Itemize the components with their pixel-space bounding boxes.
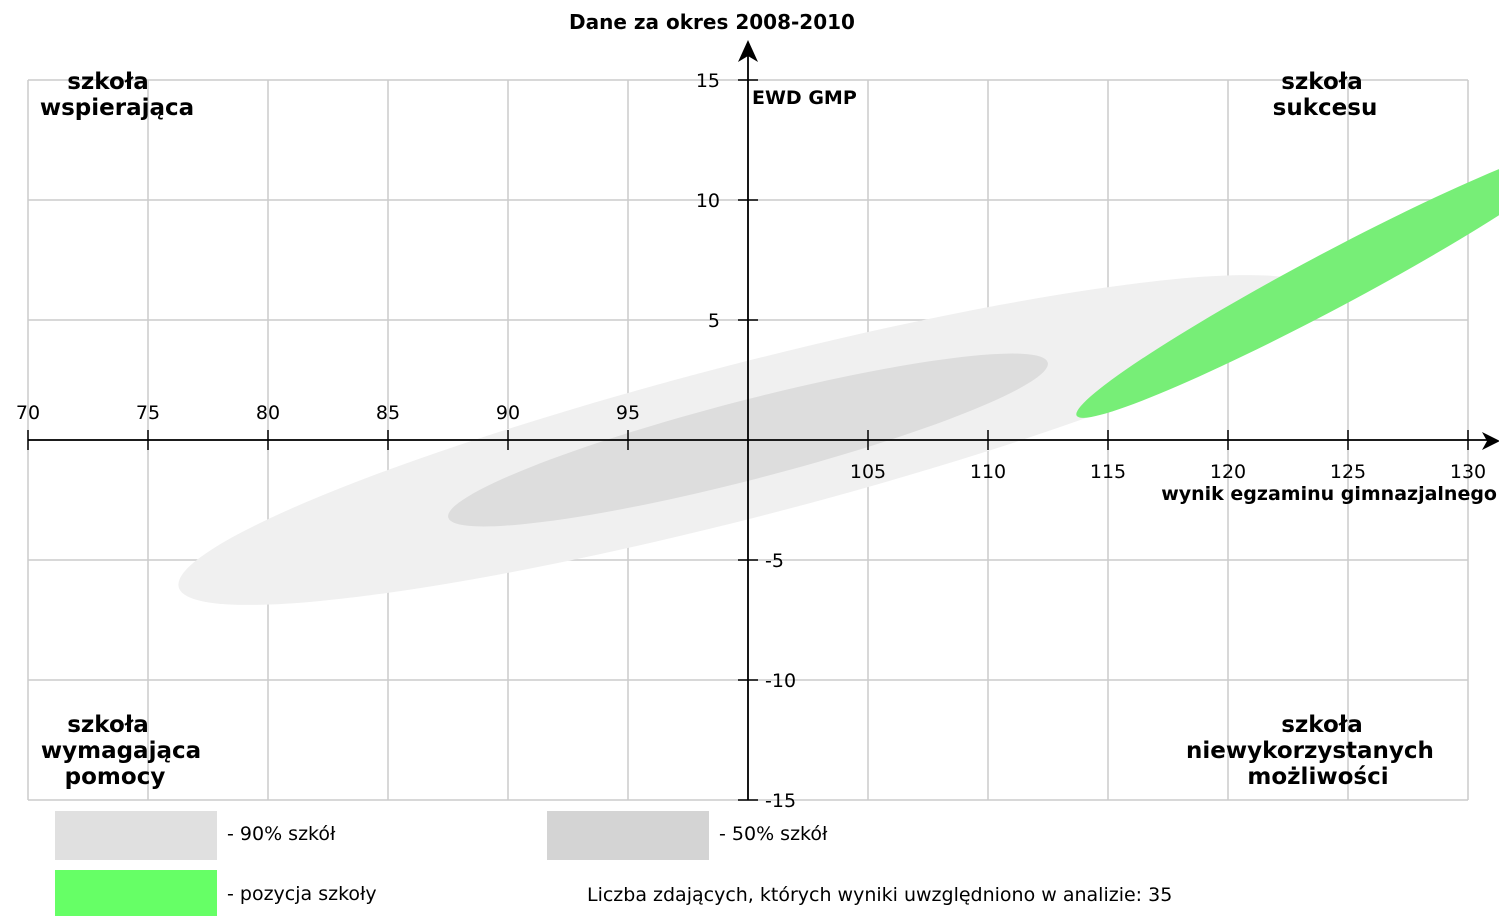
x-axis-label: wynik egzaminu gimnazjalnego	[1161, 483, 1497, 505]
legend-swatch-50	[547, 811, 709, 860]
x-tick-label: 80	[256, 402, 280, 424]
x-tick-label: 125	[1330, 461, 1366, 483]
y-tick-label: 15	[696, 70, 720, 92]
legend-label-90: - 90% szkół	[227, 823, 336, 845]
x-tick-label: 95	[616, 402, 640, 424]
quadrant-label-line: możliwości	[1247, 764, 1388, 790]
ellipse-pozycja-szko-y	[1076, 145, 1499, 418]
quadrant-label-line: pomocy	[65, 764, 166, 790]
quadrant-label-bottom-right: szkoła niewykorzystanych możliwości	[1186, 712, 1434, 790]
legend-label-50: - 50% szkół	[719, 823, 828, 845]
x-tick-label: 70	[16, 402, 40, 424]
x-tick-label: 90	[496, 402, 520, 424]
x-tick-label: 110	[970, 461, 1006, 483]
x-tick-label: 130	[1450, 461, 1486, 483]
axes	[28, 40, 1499, 800]
legend: - 90% szkół - 50% szkół - pozycja szkoły	[55, 811, 828, 916]
quadrant-label-top-right: szkoła sukcesu	[1273, 69, 1378, 121]
y-tick-label: -15	[765, 790, 796, 812]
chart-title: Dane za okres 2008-2010	[569, 10, 855, 34]
y-tick-label: -5	[765, 550, 784, 572]
quadrant-label-line: szkoła	[1281, 712, 1363, 738]
legend-label-school: - pozycja szkoły	[227, 883, 377, 905]
legend-swatch-school	[55, 870, 217, 916]
ellipses	[178, 145, 1499, 605]
legend-swatch-90	[55, 811, 217, 860]
quadrant-label-line: wymagająca	[41, 738, 201, 764]
quadrant-label-line: szkoła	[1281, 69, 1363, 95]
y-tick-label: 10	[696, 190, 720, 212]
quadrant-label-line: szkoła	[67, 712, 149, 738]
x-tick-label: 115	[1090, 461, 1126, 483]
analysis-count-note: Liczba zdających, których wyniki uwzględ…	[587, 884, 1172, 906]
x-tick-label: 120	[1210, 461, 1246, 483]
quadrant-label-line: sukcesu	[1273, 95, 1378, 121]
x-tick-label: 85	[376, 402, 400, 424]
x-tick-label: 75	[136, 402, 160, 424]
quadrant-label-bottom-left: szkoła wymagająca pomocy	[41, 712, 201, 790]
x-tick-label: 105	[850, 461, 886, 483]
quadrant-label-line: wspierająca	[40, 95, 194, 121]
y-tick-label: 5	[708, 310, 720, 332]
y-tick-label: -10	[765, 670, 796, 692]
quadrant-label-line: niewykorzystanych	[1186, 738, 1434, 764]
y-axis-label: EWD GMP	[752, 87, 857, 109]
x-axis-arrow	[1482, 432, 1499, 450]
quadrant-label-top-left: szkoła wspierająca	[40, 69, 194, 121]
y-axis-arrow	[738, 40, 758, 62]
quadrant-label-line: szkoła	[67, 69, 149, 95]
